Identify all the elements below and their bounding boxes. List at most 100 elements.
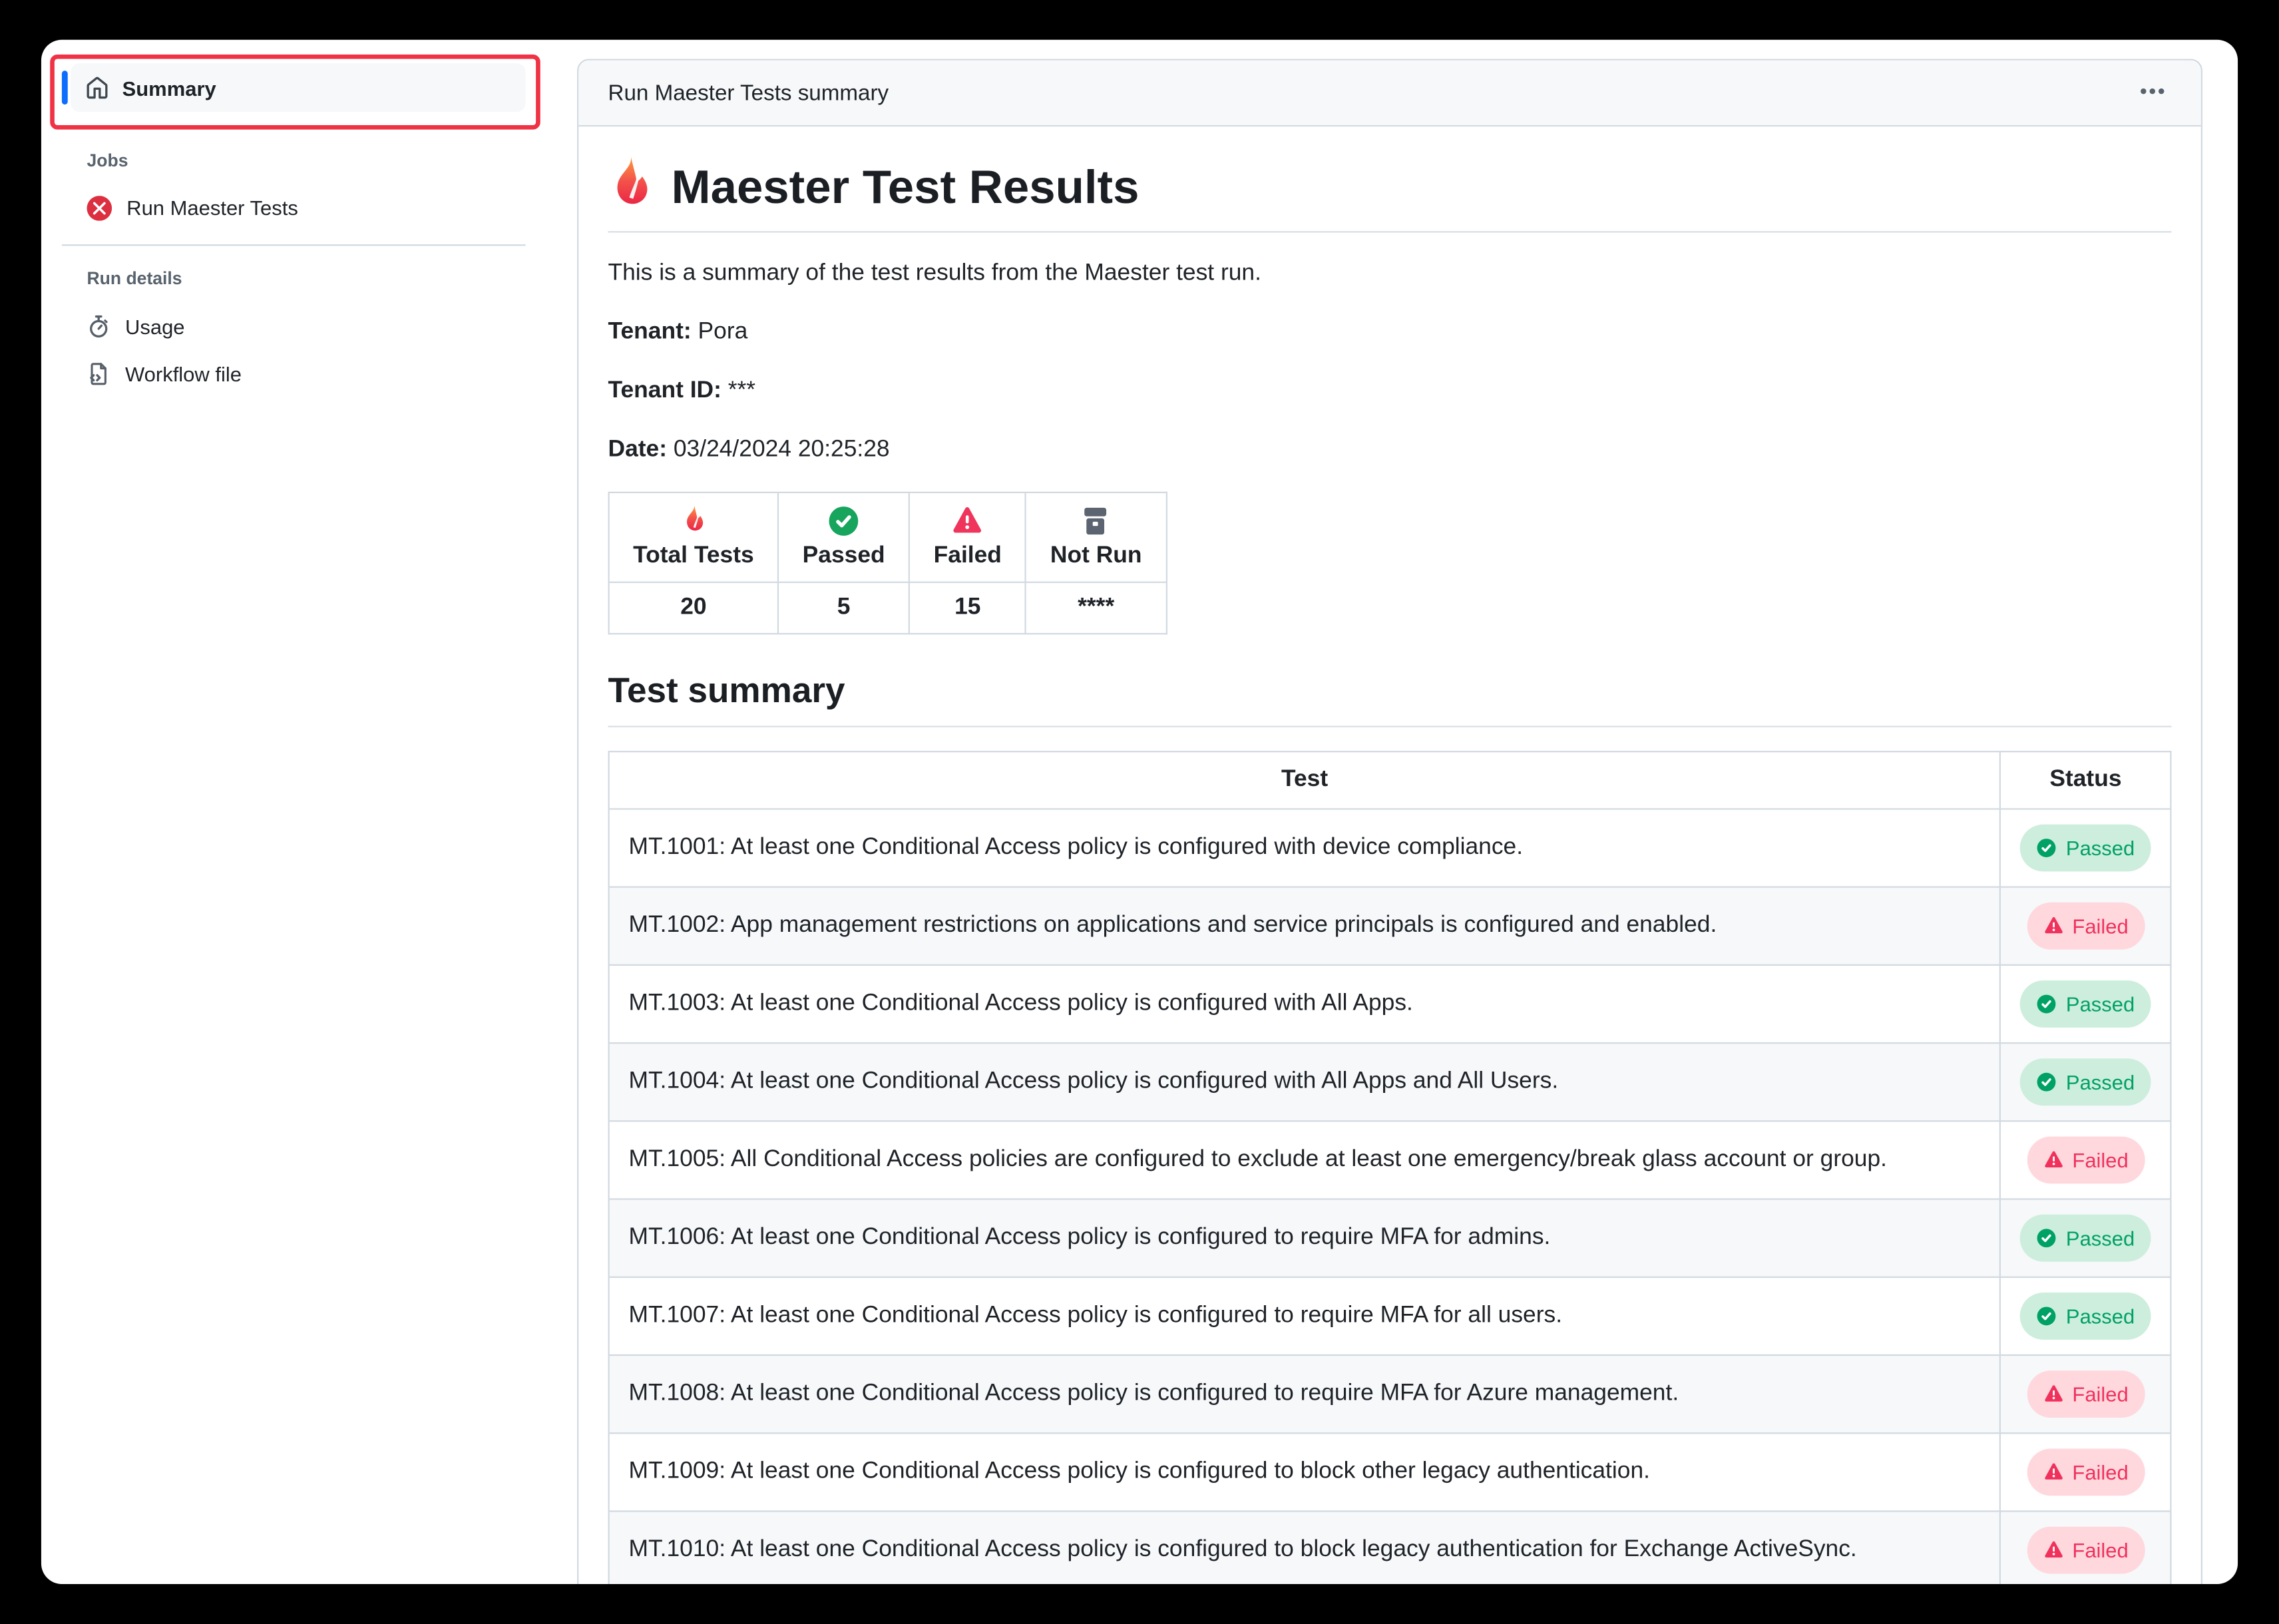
report-intro: This is a summary of the test results fr… (608, 260, 1261, 286)
test-summary-heading: Test summary (608, 670, 2172, 727)
table-row: MT.1004: At least one Conditional Access… (608, 1042, 2172, 1122)
table-row: MT.1008: At least one Conditional Access… (608, 1354, 2172, 1434)
test-cell: MT.1002: App management restrictions on … (608, 886, 2001, 966)
test-cell: MT.1010: At least one Conditional Access… (608, 1510, 2001, 1584)
status-label: Failed (2072, 1148, 2129, 1172)
x-circle-failed-icon (87, 195, 112, 220)
stat-label: Passed (802, 543, 885, 568)
tenant-value: Pora (698, 319, 748, 345)
stat-label: Failed (933, 543, 1002, 568)
status-cell: Failed (1999, 1432, 2172, 1512)
stats-table: Total Tests Passed (608, 491, 1167, 635)
jobs-section-label: Jobs (87, 150, 128, 171)
table-row: MT.1009: At least one Conditional Access… (608, 1432, 2172, 1512)
warning-triangle-icon (2043, 1384, 2063, 1404)
sidebar-item-summary[interactable]: Summary (71, 63, 526, 112)
status-label: Passed (2065, 1226, 2135, 1250)
stat-header-notrun: Not Run (1025, 491, 1167, 583)
table-row: MT.1006: At least one Conditional Access… (608, 1198, 2172, 1278)
table-row: MT.1003: At least one Conditional Access… (608, 964, 2172, 1044)
check-circle-icon (827, 505, 860, 538)
table-row: MT.1007: At least one Conditional Access… (608, 1276, 2172, 1356)
stat-label: Total Tests (633, 543, 754, 568)
report-title-text: Maester Test Results (671, 159, 1140, 213)
stopwatch-icon (87, 315, 110, 338)
status-label: Passed (2065, 1304, 2135, 1328)
status-label: Failed (2072, 1460, 2129, 1484)
status-badge: Passed (2020, 1293, 2151, 1340)
sidebar-item-run-maester-tests[interactable]: Run Maester Tests (87, 193, 298, 222)
tenant-line: Tenant: Pora (608, 315, 2172, 350)
status-cell: Failed (1999, 1354, 2172, 1434)
status-cell: Passed (1999, 808, 2172, 888)
check-circle-icon (2037, 994, 2057, 1014)
status-label: Passed (2065, 836, 2135, 860)
test-cell: MT.1005: All Conditional Access policies… (608, 1120, 2001, 1200)
sidebar-divider (61, 244, 526, 246)
status-badge: Failed (2026, 902, 2145, 950)
tenant-id-label: Tenant ID: (608, 378, 722, 404)
stat-value-notrun: **** (1025, 581, 1167, 635)
status-badge: Failed (2026, 1370, 2145, 1418)
status-badge: Passed (2020, 980, 2151, 1028)
sidebar: Summary Jobs Run Maester Tests Run detai… (41, 40, 577, 1584)
status-label: Failed (2072, 1382, 2129, 1406)
stat-value-total: 20 (608, 581, 779, 635)
flame-icon (681, 505, 706, 538)
table-row: MT.1002: App management restrictions on … (608, 886, 2172, 966)
kebab-menu-button[interactable] (2133, 71, 2172, 114)
markdown-summary: Maester Test Results This is a summary o… (578, 126, 2200, 1584)
run-detail-label: Workflow file (125, 362, 242, 386)
sidebar-item-workflow-file[interactable]: Workflow file (87, 359, 242, 389)
report-title: Maester Test Results (608, 156, 2172, 233)
test-cell: MT.1004: At least one Conditional Access… (608, 1042, 2001, 1122)
stats-values-row: 20 5 15 **** (608, 581, 1167, 635)
maester-flame-icon (608, 156, 654, 216)
status-label: Passed (2065, 992, 2135, 1016)
status-badge: Failed (2026, 1136, 2145, 1184)
test-cell: MT.1009: At least one Conditional Access… (608, 1432, 2001, 1512)
status-label: Failed (2072, 1538, 2129, 1562)
check-circle-icon (2037, 1306, 2057, 1326)
summary-selected-accent-bar (61, 71, 68, 105)
kebab-horizontal-icon (2139, 77, 2166, 108)
stat-label: Not Run (1050, 543, 1142, 568)
status-badge: Passed (2020, 824, 2151, 872)
test-cell: MT.1001: At least one Conditional Access… (608, 808, 2001, 888)
warning-triangle-icon (2043, 1149, 2063, 1170)
status-cell: Passed (1999, 1198, 2172, 1278)
home-icon (85, 76, 108, 99)
check-circle-icon (2037, 838, 2057, 859)
date-value: 03/24/2024 20:25:28 (673, 437, 890, 463)
panel-title: Run Maester Tests summary (608, 80, 889, 106)
table-row: MT.1001: At least one Conditional Access… (608, 808, 2172, 888)
archive-icon (1080, 505, 1112, 538)
run-details-section-label: Run details (87, 268, 182, 289)
test-summary-table: Test Status MT.1001: At least one Condit… (608, 751, 2172, 1584)
stat-header-total: Total Tests (608, 491, 779, 583)
test-summary-table-body: MT.1001: At least one Conditional Access… (608, 808, 2172, 1584)
sidebar-summary-label: Summary (122, 75, 216, 100)
tenant-id-line: Tenant ID: *** (608, 374, 2172, 409)
status-label: Failed (2072, 914, 2129, 938)
status-cell: Failed (1999, 1510, 2172, 1584)
status-column-header: Status (1999, 751, 2172, 810)
sidebar-item-usage[interactable]: Usage (87, 312, 185, 341)
status-cell: Passed (1999, 1276, 2172, 1356)
run-detail-label: Usage (125, 315, 185, 339)
tenant-id-value: *** (727, 378, 756, 404)
test-cell: MT.1006: At least one Conditional Access… (608, 1198, 2001, 1278)
summary-panel: Run Maester Tests summary (577, 59, 2202, 1584)
warning-triangle-icon (2043, 1462, 2063, 1482)
test-table-header-row: Test Status (608, 751, 2172, 810)
test-cell: MT.1007: At least one Conditional Access… (608, 1276, 2001, 1356)
table-row: MT.1010: At least one Conditional Access… (608, 1510, 2172, 1584)
stat-header-failed: Failed (909, 491, 1027, 583)
status-cell: Passed (1999, 1042, 2172, 1122)
status-cell: Failed (1999, 1120, 2172, 1200)
test-cell: MT.1003: At least one Conditional Access… (608, 964, 2001, 1044)
date-line: Date: 03/24/2024 20:25:28 (608, 433, 2172, 468)
file-code-icon (87, 362, 110, 385)
stat-header-passed: Passed (777, 491, 911, 583)
